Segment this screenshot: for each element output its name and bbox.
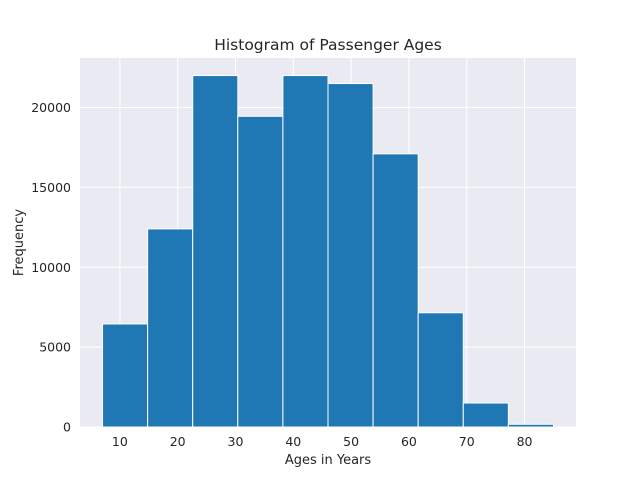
x-tick-label: 60 — [401, 434, 417, 449]
y-axis-label: Frequency — [12, 209, 27, 276]
x-tick-label: 40 — [285, 434, 301, 449]
y-tick-label: 15000 — [31, 180, 71, 195]
histogram-bar — [507, 423, 554, 428]
histogram-bar — [282, 75, 329, 428]
histogram-bar — [372, 153, 419, 428]
histogram-bar — [462, 402, 509, 428]
histogram-bar — [417, 312, 464, 428]
y-tick-label: 10000 — [31, 260, 71, 275]
y-axis-ticks: 0 5000 10000 15000 20000 — [31, 100, 71, 434]
x-tick-label: 20 — [170, 434, 186, 449]
y-tick-label: 5000 — [39, 340, 71, 355]
x-axis-ticks: 10 20 30 40 50 60 70 80 — [112, 434, 533, 449]
histogram-bar — [192, 75, 239, 428]
x-tick-label: 80 — [517, 434, 533, 449]
y-tick-label: 20000 — [31, 100, 71, 115]
x-axis-label: Ages in Years — [285, 453, 372, 468]
y-tick-label: 0 — [63, 420, 71, 435]
x-tick-label: 70 — [459, 434, 475, 449]
x-tick-label: 50 — [343, 434, 359, 449]
histogram-bar — [327, 83, 374, 428]
x-tick-label: 30 — [228, 434, 244, 449]
bars — [102, 75, 554, 428]
histogram-bar — [102, 323, 149, 428]
histogram-bar — [237, 115, 284, 428]
histogram-bar — [147, 228, 194, 428]
chart-title: Histogram of Passenger Ages — [214, 36, 442, 54]
x-tick-label: 10 — [112, 434, 128, 449]
